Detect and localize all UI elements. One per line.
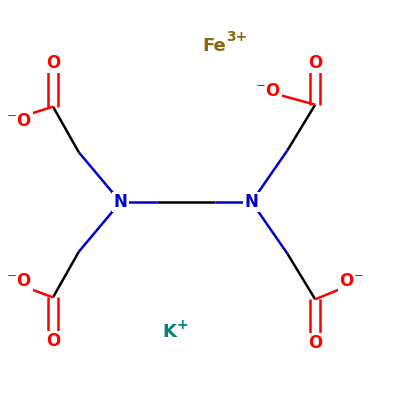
Text: K: K — [162, 323, 176, 341]
Text: Fe: Fe — [202, 37, 226, 55]
Text: $^{-}$O: $^{-}$O — [6, 112, 32, 130]
Text: O: O — [46, 54, 60, 72]
Text: O$^{-}$: O$^{-}$ — [339, 272, 364, 290]
Text: N: N — [245, 193, 258, 211]
Text: $^{-}$O: $^{-}$O — [6, 272, 32, 290]
Text: O: O — [308, 334, 322, 352]
Text: $^{-}$O: $^{-}$O — [256, 82, 281, 100]
Text: N: N — [114, 193, 128, 211]
Text: 3+: 3+ — [226, 30, 247, 44]
Text: O: O — [308, 54, 322, 72]
Text: +: + — [176, 318, 188, 332]
Text: O: O — [46, 332, 60, 350]
